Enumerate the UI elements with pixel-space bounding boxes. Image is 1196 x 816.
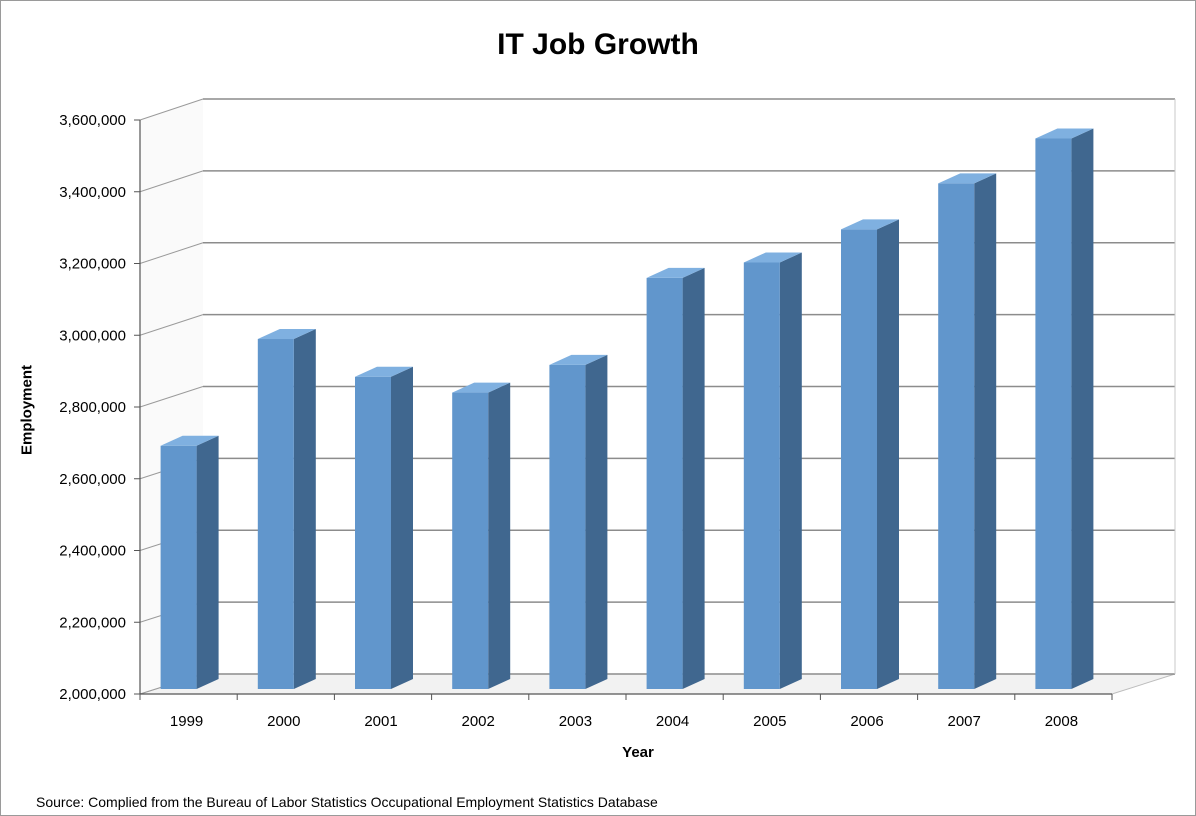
y-tick-label: 3,600,000 [59,112,126,129]
bar-side-2008 [1071,128,1094,689]
y-tick-label: 3,000,000 [59,327,126,344]
bar-2006 [841,229,877,689]
bar-top-2008 [1035,128,1094,139]
x-tick-label: 2004 [656,713,689,730]
x-tick-label: 2006 [850,713,883,730]
y-tick-label: 2,000,000 [59,686,126,703]
x-tick-label: 1999 [170,713,203,730]
bar-top-2003 [549,354,608,365]
y-tick-label: 2,200,000 [59,614,126,631]
x-tick-label: 2000 [267,713,300,730]
bar-side-2007 [974,173,997,689]
x-tick-label: 2002 [462,713,495,730]
x-tick-label: 2008 [1045,713,1078,730]
bar-2003 [549,364,586,689]
gridline-side [139,314,204,336]
bar-1999 [160,445,197,689]
bar-top-2007 [938,173,997,184]
bar-2002 [452,392,489,689]
x-tick-label: 2003 [559,713,592,730]
bar-2005 [743,262,780,689]
bar-side-2001 [391,366,413,689]
bar-top-2006 [841,219,899,230]
bar-2007 [938,183,975,689]
bar-side-2000 [293,329,316,689]
y-tick-label: 2,800,000 [59,399,126,416]
y-tick-label: 2,600,000 [59,471,126,488]
y-tick-label: 3,400,000 [59,184,126,201]
bar-side-2005 [779,252,802,689]
gridline-side [139,98,204,121]
gridline-side [139,386,204,408]
source-note: Source: Complied from the Bureau of Labo… [36,794,658,810]
bar-2004 [646,277,683,689]
bar-top-2004 [646,267,705,278]
chart-title: IT Job Growth [497,28,699,61]
x-tick-label: 2001 [364,713,397,730]
bar-side-2006 [877,219,899,689]
bar-top-1999 [160,435,219,446]
y-tick-label: 3,200,000 [59,256,126,273]
bar-side-2002 [488,382,511,689]
bar-2001 [355,376,391,689]
bar-2000 [257,339,294,689]
bar-side-2004 [682,267,705,689]
bar-top-2001 [355,366,413,377]
bar-top-2002 [452,382,511,393]
x-tick-label: 2005 [753,713,786,730]
x-axis-label: Year [622,744,654,761]
bar-side-2003 [585,354,608,689]
y-tick-label: 2,400,000 [59,543,126,560]
bar-top-2000 [257,329,316,340]
bar-2008 [1035,138,1072,689]
bar-top-2005 [743,252,802,263]
gridline-side [139,170,204,193]
x-tick-label: 2007 [948,713,981,730]
bar-side-1999 [196,435,219,689]
gridline-side [139,242,204,264]
